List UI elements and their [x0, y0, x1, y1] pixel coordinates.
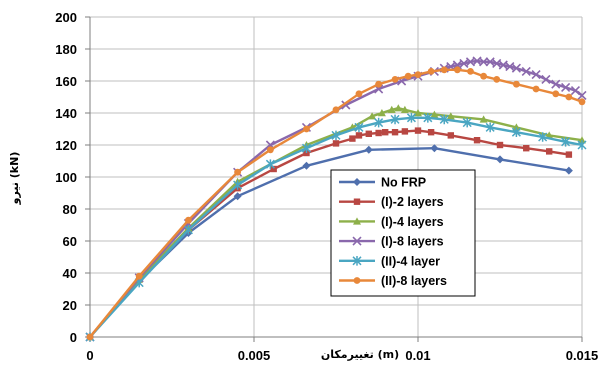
legend-label: (I)-2 layers — [381, 195, 444, 209]
data-point — [375, 81, 382, 88]
data-point — [136, 273, 143, 280]
data-point — [474, 137, 480, 143]
data-point — [302, 162, 310, 170]
data-point — [354, 277, 361, 284]
x-axis-label: تغییرمکان (m) — [321, 348, 399, 361]
x-tick-label: 0.01 — [405, 348, 430, 363]
data-point — [441, 66, 448, 73]
data-point — [415, 127, 421, 133]
y-tick-label: 0 — [70, 330, 77, 345]
data-point — [87, 334, 94, 341]
data-point — [565, 167, 573, 175]
data-point — [349, 135, 355, 141]
data-point — [454, 66, 461, 73]
y-tick-label: 200 — [55, 10, 77, 25]
data-point — [428, 68, 435, 75]
data-point — [392, 76, 399, 83]
y-tick-label: 180 — [55, 42, 77, 57]
legend-label: (I)-8 layers — [381, 235, 444, 249]
data-point — [566, 151, 572, 157]
y-tick-label: 80 — [63, 202, 77, 217]
data-point — [480, 73, 487, 80]
data-point — [533, 86, 540, 93]
data-point — [402, 128, 408, 134]
data-point — [497, 142, 503, 148]
data-point — [405, 73, 412, 80]
data-point — [542, 75, 550, 83]
x-tick-label: 0 — [86, 348, 93, 363]
data-point — [513, 81, 520, 88]
series-0 — [86, 144, 573, 341]
series-line — [90, 131, 569, 337]
y-tick-label: 100 — [55, 170, 77, 185]
data-point — [496, 155, 504, 163]
data-point — [428, 129, 434, 135]
y-tick-label: 140 — [55, 106, 77, 121]
data-point — [356, 132, 362, 138]
data-point — [303, 126, 310, 133]
data-point — [333, 106, 340, 113]
data-point — [356, 90, 363, 97]
legend-label: (II)-4 layer — [381, 254, 440, 268]
data-point — [467, 68, 474, 75]
x-tick-label: 0.015 — [566, 348, 599, 363]
tick-labels: 0 20 40 60 80 100 120 140 160 180 200 0 0.005 0.01 0.0… — [55, 10, 598, 363]
data-point — [382, 129, 388, 135]
data-point — [375, 130, 381, 136]
legend-label: (II)-8 layers — [381, 274, 447, 288]
legend: No FRP (I)-2 layers (I)-4 layers (I)-8 laye… — [331, 170, 475, 296]
y-tick-label: 40 — [63, 266, 77, 281]
y-axis-label: نیرو (kN) — [8, 152, 21, 206]
data-point — [448, 132, 454, 138]
x-tick-label: 0.005 — [238, 348, 271, 363]
y-tick-label: 60 — [63, 234, 77, 249]
legend-label: (I)-4 layers — [381, 215, 444, 229]
data-point — [493, 76, 500, 83]
data-point — [552, 90, 559, 97]
data-point — [333, 140, 339, 146]
data-point — [185, 217, 192, 224]
data-point — [565, 94, 572, 101]
y-tick-label: 160 — [55, 74, 77, 89]
data-point — [579, 98, 586, 105]
legend-label: No FRP — [381, 176, 426, 190]
data-point — [365, 146, 373, 154]
data-point — [392, 129, 398, 135]
data-point — [234, 169, 241, 176]
data-point — [415, 71, 422, 78]
data-point — [523, 145, 529, 151]
data-point — [366, 131, 372, 137]
y-tick-label: 120 — [55, 138, 77, 153]
data-point — [267, 146, 274, 153]
y-tick-label: 20 — [63, 298, 77, 313]
data-point — [546, 148, 552, 154]
data-point — [354, 199, 360, 205]
